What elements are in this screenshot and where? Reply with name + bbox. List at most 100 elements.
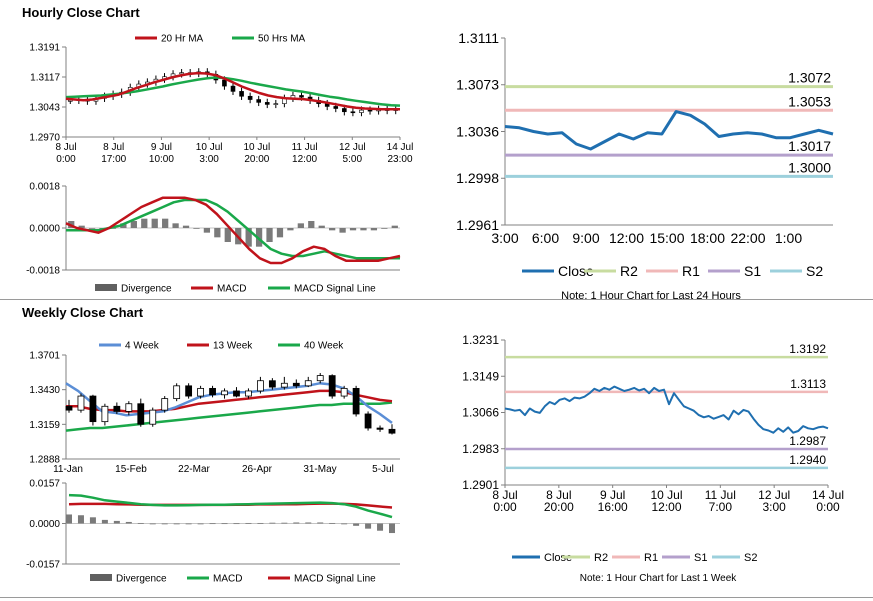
hourly_24h-legend-label-s1: S1	[744, 263, 761, 279]
weekly-candle-body	[137, 403, 145, 425]
weekly_1w-x-label-date: 10 Jul	[650, 488, 682, 502]
hourly-macd-y-tick-label: 0.0000	[29, 224, 60, 235]
legend-4-week-label: 4 Week	[125, 341, 160, 352]
hourly_24h-legend-label-r1: R1	[682, 263, 700, 279]
weekly-candle-body	[257, 380, 264, 392]
weekly_1w-close-line	[504, 385, 829, 434]
hourly_24h-legend-label-r2: R2	[620, 263, 638, 279]
legend-weekly-macd-signal-line-label: MACD Signal Line	[294, 574, 376, 585]
hourly-candle-body	[222, 79, 227, 87]
weekly-40-week-line	[65, 401, 393, 432]
weekly-divergence-bar	[197, 523, 204, 525]
legend-weekly-macd-label: MACD	[213, 574, 242, 585]
hourly-divergence-bar	[162, 218, 169, 228]
weekly-divergence-bar	[305, 522, 312, 524]
hourly-divergence-bar	[151, 218, 158, 228]
weekly_1w-note: Note: 1 Hour Chart for Last 1 Week	[580, 573, 738, 584]
hourly_24h-x-label: 6:00	[532, 230, 559, 246]
weekly-price-x-label: 11-Jan	[53, 464, 83, 475]
weekly_1w-y-tick-label: 1.2901	[462, 478, 499, 492]
hourly-candle-body	[256, 99, 261, 103]
weekly-macd-y-tick-label: 0.0157	[29, 479, 60, 490]
weekly_1w-legend-label-s1: S1	[694, 552, 707, 564]
weekly-price-y-tick-label: 1.3159	[29, 420, 60, 431]
hourly_24h-x-label: 18:00	[690, 230, 725, 246]
hourly-divergence-bar	[308, 221, 315, 228]
weekly-candle-body	[340, 387, 348, 397]
hourly-candle-body	[342, 108, 347, 113]
legend-divergence-label: Divergence	[121, 284, 172, 295]
hourly-divergence-bar	[182, 225, 190, 228]
weekly-13-week-line	[66, 389, 393, 413]
hourly-price-x-label-date: 12 Jul	[339, 142, 366, 153]
hourly_24h-note: Note: 1 Hour Chart for Last 24 Hours	[561, 290, 741, 302]
weekly-price-x-label: 15-Feb	[115, 464, 147, 475]
weekly-candle-body	[388, 428, 396, 434]
weekly-candle-body	[149, 409, 157, 425]
hourly-divergence-bar	[287, 228, 294, 231]
weekly_1w-x-label-date: 8 Jul	[492, 488, 517, 502]
weekly-4-week-line	[65, 382, 393, 424]
hourly_24h-x-label: 22:00	[730, 230, 765, 246]
weekly_1w-x-label-time: 16:00	[598, 500, 628, 514]
bottom-divider	[0, 597, 873, 598]
hourly-divergence-bar	[130, 221, 137, 228]
weekly-divergence-bar	[113, 520, 120, 524]
hourly-divergence-bar	[297, 223, 304, 228]
hourly_24h-legend-label-s2: S2	[806, 263, 823, 279]
weekly-divergence-bar	[365, 523, 372, 529]
hourly_24h-y-tick-label: 1.3036	[456, 123, 499, 139]
hourly_24h-x-label: 3:00	[491, 230, 518, 246]
hourly-macd-y-tick-label: -0.0018	[26, 266, 60, 277]
hourly-price-x-label-date: 10 Jul	[244, 142, 271, 153]
weekly-candle-body	[292, 382, 300, 387]
hourly_24h-x-label: 12:00	[609, 230, 644, 246]
hourly-price-x-label-time: 10:00	[149, 154, 174, 165]
hourly_24h-x-label: 1:00	[775, 230, 802, 246]
hourly-divergence-bar	[391, 225, 398, 228]
weekly-divergence-bar	[101, 519, 108, 524]
hourly_24h-y-tick-label: 1.2961	[456, 217, 499, 233]
weekly-price-x-label: 31-May	[303, 464, 336, 475]
weekly-candle-body	[233, 390, 240, 397]
legend-13-week-label: 13 Week	[213, 341, 253, 352]
hourly-price-x-label-time: 12:00	[292, 154, 317, 165]
legend-macd-label: MACD	[217, 284, 246, 295]
hourly-price-x-label-time: 5:00	[343, 154, 363, 165]
legend-macd-signal-line-label: MACD Signal Line	[294, 284, 376, 295]
weekly-divergence-bar	[137, 522, 144, 524]
weekly-candle-body	[280, 382, 288, 388]
hourly-price-x-label-date: 14 Jul	[387, 142, 414, 153]
weekly-divergence-bar	[125, 521, 132, 524]
weekly-divergence-bar	[89, 517, 96, 524]
section-divider	[0, 299, 873, 300]
weekly_1w-x-label-date: 14 Jul	[812, 488, 844, 502]
weekly-candle-body	[364, 413, 372, 429]
hourly-candle-body	[247, 95, 253, 100]
weekly_1w-legend-label-r1: R1	[644, 552, 658, 564]
hourly_24h-legend-label-close: Close	[558, 263, 594, 279]
weekly_1w-x-label-time: 12:00	[651, 500, 681, 514]
weekly-divergence-bar	[209, 523, 216, 525]
hourly-price-x-label-date: 9 Jul	[151, 142, 172, 153]
weekly_1w-x-label-time: 0:00	[816, 500, 840, 514]
hourly-divergence-bar	[266, 228, 273, 242]
weekly-candle-body	[125, 403, 133, 412]
weekly-candle-body	[352, 387, 360, 415]
hourly-price-x-label-time: 3:00	[199, 154, 219, 165]
hourly-divergence-bar	[381, 228, 388, 229]
hourly-divergence-bar	[203, 228, 211, 233]
weekly_1w-y-tick-label: 1.2983	[462, 442, 499, 456]
weekly-candle-body	[77, 395, 85, 411]
weekly-divergence-bar	[293, 522, 300, 524]
weekly_1w-y-tick-label: 1.3231	[462, 333, 499, 347]
hourly-price-x-label-time: 0:00	[56, 154, 76, 165]
weekly-divergence-bar	[221, 523, 228, 525]
hourly-divergence-bar	[360, 228, 367, 231]
weekly-candle-body	[245, 390, 252, 397]
hourly-candle-body	[230, 85, 236, 92]
hourly-candle-body	[350, 111, 356, 114]
weekly-divergence-bar	[317, 522, 324, 524]
hourly-price-x-label-date: 10 Jul	[196, 142, 223, 153]
